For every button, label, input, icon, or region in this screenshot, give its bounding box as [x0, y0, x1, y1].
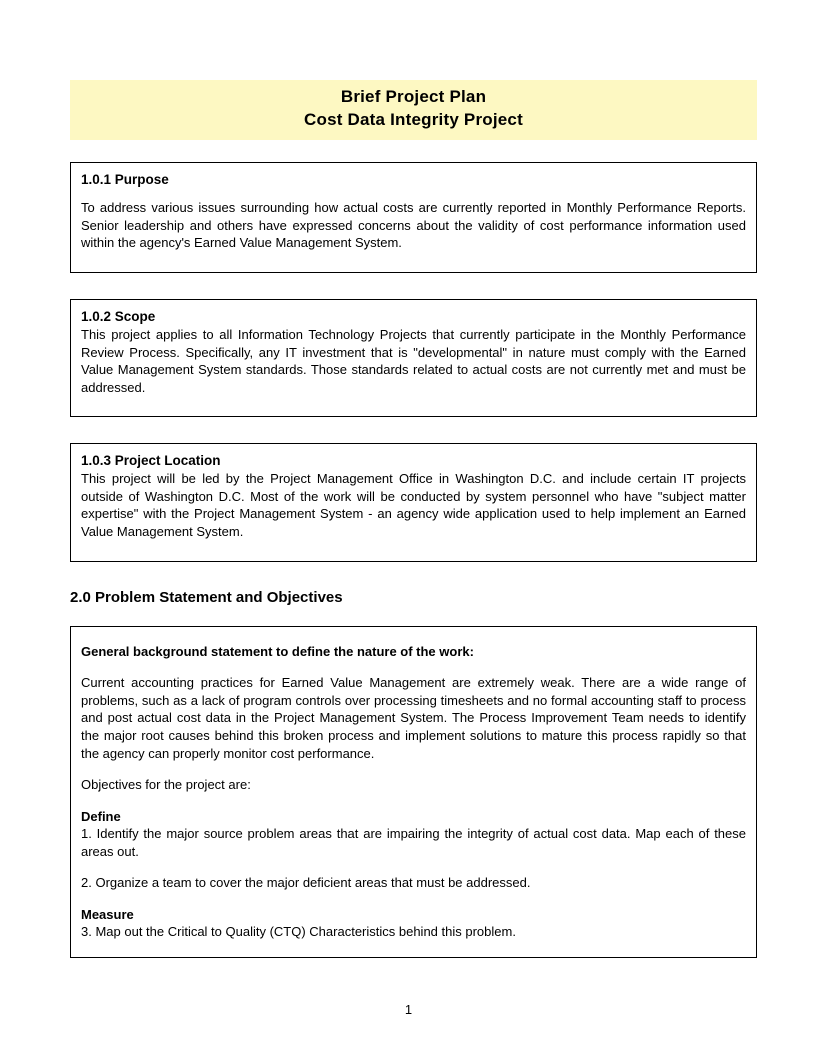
document-page: Brief Project Plan Cost Data Integrity P… — [0, 0, 817, 998]
title-line-2: Cost Data Integrity Project — [70, 109, 757, 132]
purpose-box: 1.0.1 Purpose To address various issues … — [70, 162, 757, 273]
scope-heading: 1.0.2 Scope — [81, 308, 746, 326]
objectives-intro: Objectives for the project are: — [81, 776, 746, 794]
title-line-1: Brief Project Plan — [70, 86, 757, 109]
page-number: 1 — [0, 1001, 817, 1019]
scope-body: This project applies to all Information … — [81, 326, 746, 396]
define-item-1: 1. Identify the major source problem are… — [81, 825, 746, 860]
location-body: This project will be led by the Project … — [81, 470, 746, 540]
background-label: General background statement to define t… — [81, 643, 746, 661]
title-block: Brief Project Plan Cost Data Integrity P… — [70, 80, 757, 140]
scope-box: 1.0.2 Scope This project applies to all … — [70, 299, 757, 417]
location-heading: 1.0.3 Project Location — [81, 452, 746, 470]
location-box: 1.0.3 Project Location This project will… — [70, 443, 757, 561]
measure-label: Measure — [81, 906, 746, 924]
purpose-heading: 1.0.1 Purpose — [81, 171, 746, 189]
background-body: Current accounting practices for Earned … — [81, 674, 746, 762]
define-label: Define — [81, 808, 746, 826]
problem-box: General background statement to define t… — [70, 626, 757, 958]
problem-section-heading: 2.0 Problem Statement and Objectives — [70, 588, 757, 608]
define-item-2: 2. Organize a team to cover the major de… — [81, 874, 746, 892]
purpose-body: To address various issues surrounding ho… — [81, 199, 746, 252]
measure-item-1: 3. Map out the Critical to Quality (CTQ)… — [81, 923, 746, 941]
